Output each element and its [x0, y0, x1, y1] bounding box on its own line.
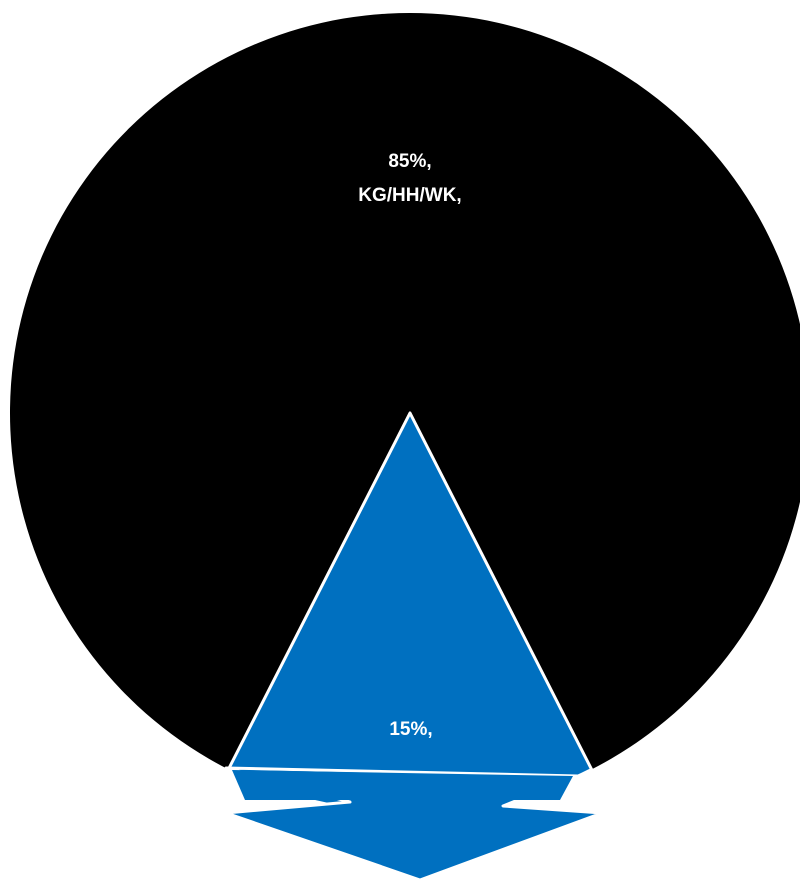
- slice-label-85-line-2: KG/HH/WK,: [358, 185, 461, 206]
- pie-slice-85: [10, 13, 800, 770]
- slice-labels: 85%, KG/HH/WK, 15%,: [358, 151, 461, 740]
- slice-label-85-line-1: 85%,: [388, 151, 431, 172]
- slice-label-15: 15%,: [389, 719, 432, 740]
- slice-label-15-line-1: 15%,: [389, 719, 432, 740]
- callout-arrow-joint: [232, 770, 573, 800]
- slice-label-85: 85%, KG/HH/WK,: [358, 151, 461, 206]
- pie-slices: [10, 13, 800, 815]
